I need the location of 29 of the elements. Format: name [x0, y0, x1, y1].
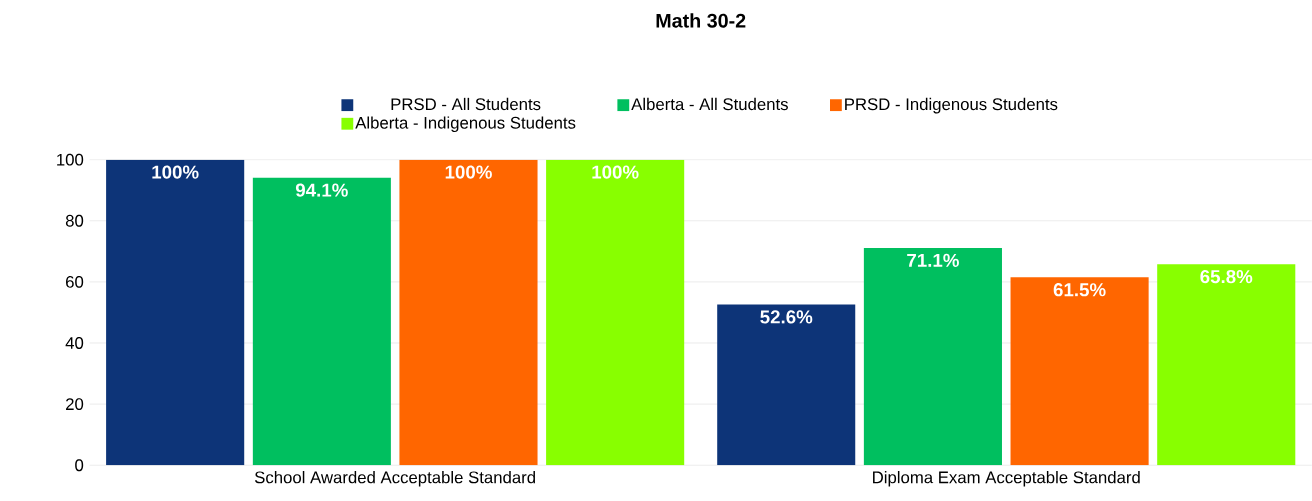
bar: [1157, 264, 1296, 466]
bar: [252, 177, 391, 466]
data-label: 100%: [152, 165, 199, 179]
legend-label: Alberta - All Students: [631, 97, 788, 111]
y-tick-label: 80: [65, 214, 84, 227]
y-tick-label: 20: [66, 398, 84, 411]
x-tick-label: Diploma Exam Acceptable Standard: [873, 471, 1140, 487]
data-label: 61.5%: [1053, 283, 1106, 297]
legend-label: Alberta - Indigenous Students: [355, 116, 576, 133]
y-tick-label: 100: [57, 153, 84, 166]
chart-title: Math 30-2: [656, 13, 746, 28]
bar: [106, 159, 245, 466]
bar: [717, 304, 856, 466]
bar: [546, 159, 685, 466]
data-label: 94.1%: [295, 183, 348, 197]
y-tick-label: 40: [65, 337, 84, 350]
legend-label: PRSD - All Students: [391, 97, 541, 111]
data-label: 71.1%: [907, 253, 959, 268]
y-tick-label: 60: [66, 276, 84, 288]
bar: [399, 159, 538, 466]
data-label: 100%: [592, 165, 639, 179]
data-label: 52.6%: [760, 310, 813, 324]
bar: [863, 248, 1002, 466]
data-label: 100%: [445, 165, 492, 179]
y-tick-label: 0: [75, 459, 84, 472]
x-tick-label: School Awarded Acceptable Standard: [254, 471, 535, 487]
legend-label: PRSD - Indigenous Students: [845, 97, 1058, 114]
data-label: 65.8%: [1200, 270, 1253, 284]
bar: [1010, 277, 1149, 466]
